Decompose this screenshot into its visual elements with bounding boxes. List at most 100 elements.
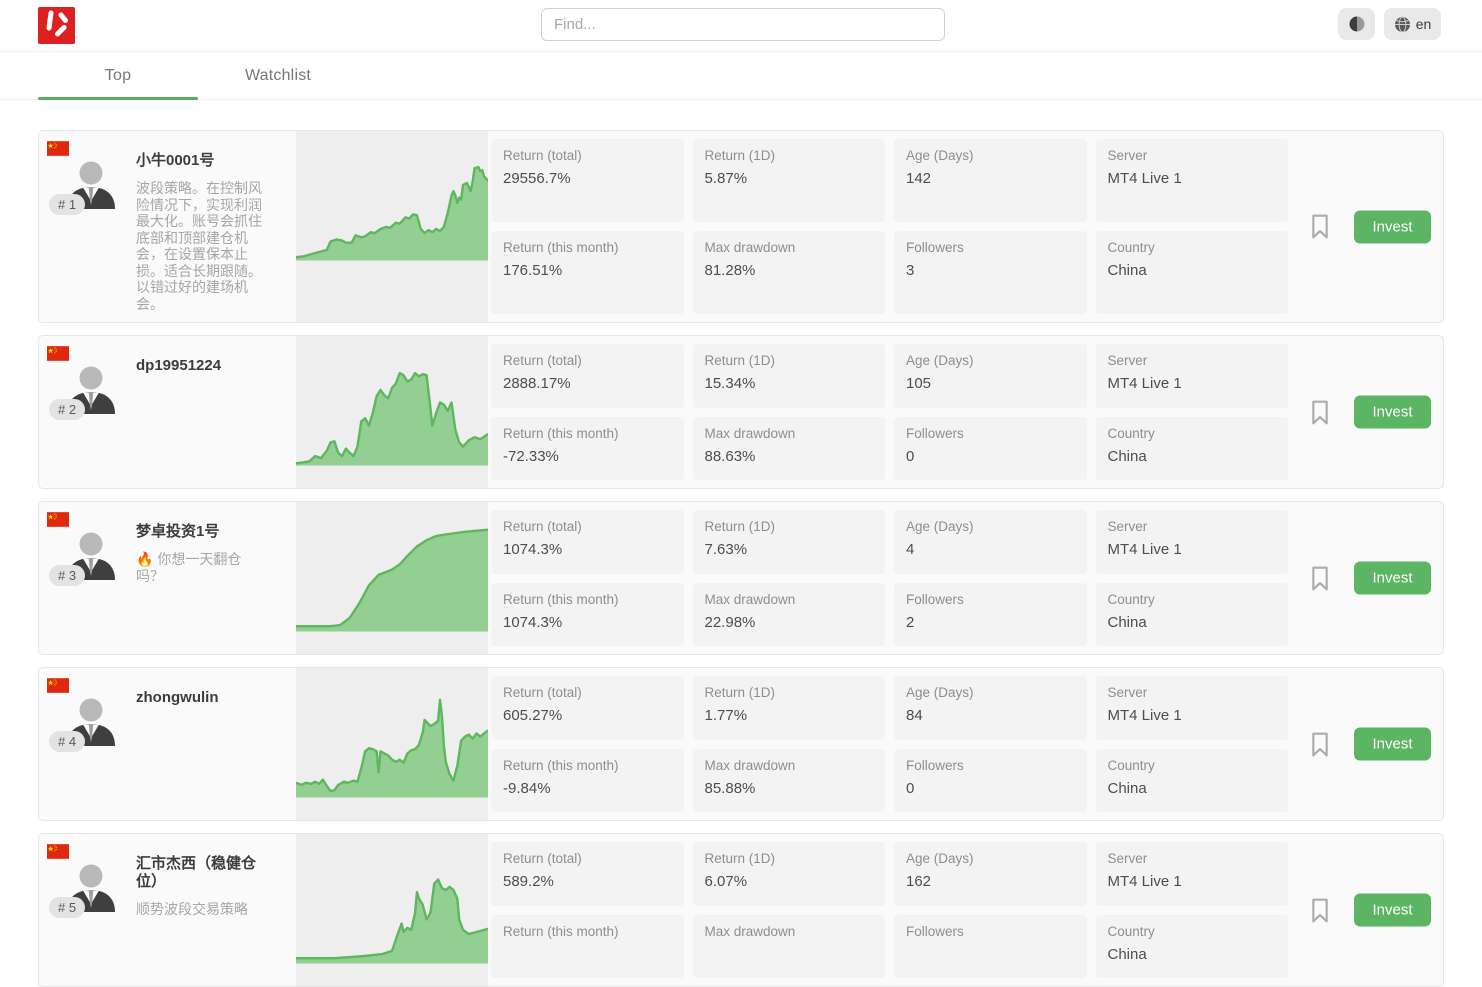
stat-label: Server [1107, 519, 1148, 534]
trader-name[interactable]: 汇市杰西（稳健仓位） [136, 855, 257, 890]
invest-button[interactable]: Invest [1354, 893, 1431, 927]
trader-info: 小牛0001号 波段策略。在控制风险情况下，实现利润最大化。账号会抓住底部和顶部… [136, 131, 268, 322]
stat-label: Return (1D) [704, 519, 776, 534]
stat-value: 6.07% [704, 873, 748, 890]
stat-value: 88.63% [704, 447, 756, 465]
bookmark-icon[interactable] [1310, 731, 1330, 757]
stat-label: Return (1D) [704, 353, 776, 368]
stat-label: Age (Days) [906, 353, 974, 368]
performance-sparkline [296, 668, 488, 820]
sparkline-area-chart [296, 344, 488, 466]
performance-sparkline [296, 502, 488, 654]
app-logo-icon[interactable] [38, 7, 75, 44]
trader-card[interactable]: # 4 zhongwulin Return (total) 605.27% Re… [38, 667, 1444, 821]
stat-label: Server [1107, 685, 1148, 700]
stat-label: Return (this month) [503, 425, 619, 441]
stat-label: Followers [906, 425, 964, 441]
stat-value: 1074.3% [503, 613, 563, 631]
stat-max-drawdown: Max drawdown 81.28% [692, 231, 885, 314]
search-input[interactable] [541, 8, 945, 41]
bookmark-icon[interactable] [1310, 214, 1330, 240]
stats-grid: Return (total) 1074.3% Return (1D) 7.63%… [491, 510, 1288, 646]
stat-server: Server MT4 Live 1 [1095, 344, 1288, 408]
rank-badge: # 5 [49, 897, 86, 918]
tab-bar: Top Watchlist [0, 52, 1482, 100]
theme-toggle-button[interactable] [1338, 8, 1375, 40]
stat-age-days: Age (Days) 162 [894, 842, 1087, 906]
stat-value: 85.88% [704, 779, 756, 797]
invest-button[interactable]: Invest [1354, 727, 1431, 761]
tab-watchlist[interactable]: Watchlist [244, 67, 312, 84]
stat-followers: Followers 0 [894, 416, 1087, 480]
bookmark-icon[interactable] [1310, 399, 1330, 425]
trader-name[interactable]: dp19951224 [136, 357, 222, 374]
trader-name[interactable]: zhongwulin [136, 689, 219, 706]
stat-return-month: Return (this month) -72.33% [491, 416, 684, 480]
invest-button[interactable]: Invest [1354, 395, 1431, 429]
stat-country: Country China [1095, 416, 1288, 480]
stat-label: Country [1107, 923, 1155, 939]
stat-followers: Followers [894, 914, 1087, 978]
stat-label: Max drawdown [704, 923, 796, 939]
invest-button[interactable]: Invest [1354, 561, 1431, 595]
stat-value: 142 [906, 170, 932, 187]
stat-return-total: Return (total) 2888.17% [491, 344, 684, 408]
card-actions: Invest [1310, 395, 1431, 429]
trader-card[interactable]: # 2 dp19951224 Return (total) 2888.17% R… [38, 335, 1444, 489]
performance-sparkline [296, 834, 488, 986]
stat-return-1d: Return (1D) 7.63% [692, 510, 885, 574]
stat-return-1d: Return (1D) 1.77% [692, 676, 885, 740]
invest-button[interactable]: Invest [1354, 210, 1431, 243]
trader-card[interactable]: # 5 汇市杰西（稳健仓位） 顺势波段交易策略 Return (total) 5… [38, 833, 1444, 987]
stat-value: 1.77% [704, 707, 748, 724]
stat-label: Return (total) [503, 685, 582, 700]
stat-value: MT4 Live 1 [1107, 707, 1182, 724]
search-field-wrap [541, 8, 945, 41]
stat-return-month: Return (this month) -9.84% [491, 748, 684, 812]
trader-description: 波段策略。在控制风险情况下，实现利润最大化。账号会抓住底部和顶部建仓机会，在设置… [136, 180, 262, 312]
stat-followers: Followers 2 [894, 582, 1087, 646]
stat-label: Return (total) [503, 519, 582, 534]
stat-label: Server [1107, 353, 1148, 368]
stat-value: 589.2% [503, 873, 554, 890]
rank-badge: # 4 [49, 731, 86, 752]
stat-label: Return (total) [503, 148, 582, 163]
stat-country: Country China [1095, 582, 1288, 646]
trader-info: 汇市杰西（稳健仓位） 顺势波段交易策略 [136, 834, 268, 928]
card-actions: Invest [1310, 893, 1431, 927]
stat-value: MT4 Live 1 [1107, 541, 1182, 558]
stat-label: Max drawdown [704, 425, 796, 441]
sparkline-area-chart [296, 139, 488, 261]
stat-label: Return (this month) [503, 240, 619, 255]
language-label: en [1415, 16, 1432, 32]
tab-top[interactable]: Top [38, 52, 198, 100]
bookmark-icon[interactable] [1310, 565, 1330, 591]
stat-label: Age (Days) [906, 519, 974, 534]
stat-country: Country China [1095, 231, 1288, 314]
stat-value: 162 [906, 873, 932, 890]
stat-server: Server MT4 Live 1 [1095, 676, 1288, 740]
china-flag-icon [47, 678, 69, 693]
language-button[interactable]: en [1384, 8, 1441, 40]
trader-name[interactable]: 梦卓投资1号 [136, 523, 220, 540]
trader-info: zhongwulin [136, 668, 268, 727]
bookmark-icon[interactable] [1310, 897, 1330, 923]
stat-value: China [1107, 779, 1147, 797]
trader-name[interactable]: 小牛0001号 [136, 152, 215, 169]
stat-value: 3 [906, 262, 915, 279]
trader-card-list: # 1 小牛0001号 波段策略。在控制风险情况下，实现利润最大化。账号会抓住底… [0, 100, 1482, 987]
trader-card[interactable]: # 3 梦卓投资1号 🔥 你想一天翻仓吗？ Return (total) 107… [38, 501, 1444, 655]
stat-value: 22.98% [704, 613, 756, 631]
stat-label: Max drawdown [704, 240, 796, 255]
stat-value: MT4 Live 1 [1107, 873, 1182, 890]
stat-value: 84 [906, 707, 923, 724]
trader-card[interactable]: # 1 小牛0001号 波段策略。在控制风险情况下，实现利润最大化。账号会抓住底… [38, 130, 1444, 323]
globe-icon [1394, 16, 1410, 32]
stat-value: 105 [906, 375, 932, 392]
stat-return-total: Return (total) 1074.3% [491, 510, 684, 574]
stat-followers: Followers 3 [894, 231, 1087, 314]
stat-return-1d: Return (1D) 15.34% [692, 344, 885, 408]
stat-value: 1074.3% [503, 541, 563, 558]
stat-value: 0 [906, 447, 915, 465]
stat-label: Age (Days) [906, 851, 974, 866]
